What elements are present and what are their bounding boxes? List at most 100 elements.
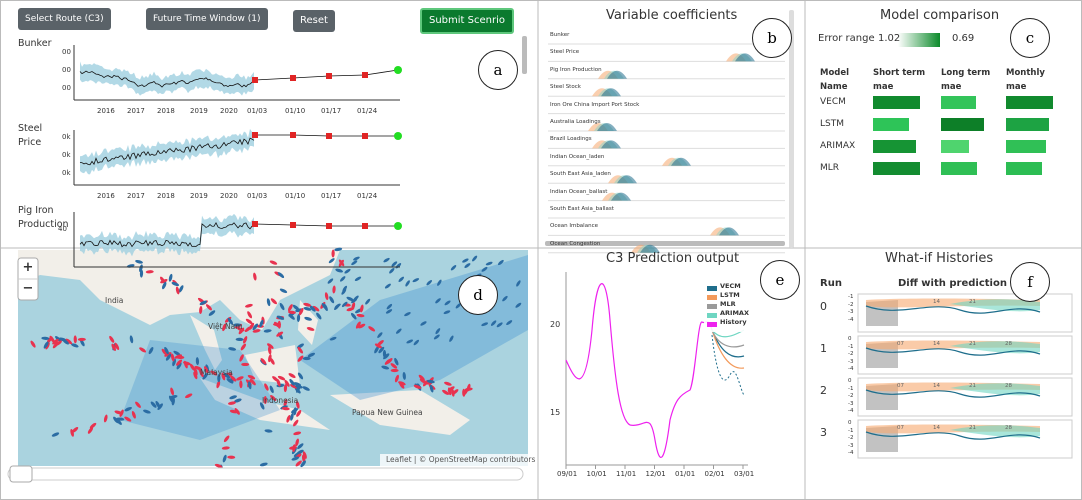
ship [442,389,450,395]
forecast-point [362,133,368,139]
panel-label: c [1010,18,1050,58]
x-tick-label: 03/01 [734,470,755,478]
ship [295,400,300,409]
ship [155,400,161,409]
map[interactable] [17,247,528,473]
diff-line [865,389,1041,398]
ship [293,419,299,427]
mae-bar [941,140,969,153]
ship [259,462,268,467]
ship [263,329,272,333]
ship [302,386,310,391]
legend-swatch [707,304,717,309]
ship [183,360,188,369]
x-tick-label: 21 [969,425,976,431]
diff-area [950,341,1040,354]
ship [43,341,49,349]
ship [464,263,471,268]
ship [143,409,151,414]
ship [390,363,398,369]
route-select[interactable]: Select Route (C3) [18,8,111,30]
x-tick-label: 01/03 [247,192,268,200]
error-range-label: Error range [818,33,875,44]
ship [377,332,383,338]
ship [398,276,405,283]
ship [263,396,267,405]
y-tick-label: 20 [550,320,561,329]
ship [295,460,302,467]
window-select[interactable]: Future Time Window (1) [146,8,268,30]
run-label: 2 [820,384,827,397]
ship [221,446,230,450]
ship [295,438,299,447]
forecast-line [711,329,745,348]
ship [269,385,274,394]
ship [245,318,253,325]
ship [312,305,320,312]
ship [384,283,391,289]
ship [229,409,238,414]
model-name: ARIMAX [820,141,856,151]
variable-label: Australia Loadings [550,119,601,125]
ship [62,338,69,345]
ship [240,343,247,351]
ship [283,398,288,407]
coefficient-density [601,140,621,149]
history-line [79,70,255,88]
ship [124,416,132,422]
reset-button[interactable]: Reset [293,10,335,32]
x-tick-label: 14 [933,383,940,389]
ship [71,426,79,433]
ship [360,304,364,313]
variable-label: Ocean Congestion [550,240,601,247]
mae-bar [873,118,909,131]
forecast-point [252,221,258,227]
panel-label: b [752,18,792,58]
ship [402,371,406,380]
ship [297,355,304,362]
scrollbar[interactable] [789,10,794,248]
scrollbar[interactable] [522,36,527,74]
coefficient-density [719,227,739,236]
submit-button[interactable]: Submit Scenrio [420,8,514,34]
variable-label: Ocean Imbalance [550,223,598,230]
ship [238,327,245,335]
variable-label: South East Asia_ballast [550,206,614,212]
y-tick-label: -2 [848,351,854,357]
x-tick-label: 01/17 [321,192,342,200]
scrollbar[interactable] [545,241,785,246]
ship [268,354,272,363]
ship [245,303,253,308]
ship [443,310,451,315]
ship [260,358,267,365]
target-point [394,66,402,74]
zoom-out[interactable]: − [22,281,34,296]
time-slider[interactable] [7,467,524,481]
ship [303,302,312,307]
ship [288,313,295,320]
ship [178,285,184,293]
x-tick-label: 09/01 [557,470,578,478]
ship [296,313,301,322]
ship [222,323,227,332]
y-tick-label: 40 [58,225,67,233]
ship [233,323,242,327]
ship [383,257,390,263]
x-tick-label: 2018 [157,107,175,115]
mae-bar [941,162,977,175]
ship [395,328,402,334]
ship [449,335,454,342]
ship [193,371,198,380]
ship [328,258,335,264]
column-header: Model Name [820,68,850,92]
ship [374,346,379,354]
zoom-in[interactable]: + [22,260,34,275]
mae-bar [941,118,984,131]
coefficient-density [671,157,691,166]
slider-handle[interactable] [9,465,33,483]
ship [217,374,221,383]
ship [227,317,234,325]
panel-title: What-if Histories [885,251,994,266]
coefficient-density [601,88,621,97]
ship [283,384,288,393]
